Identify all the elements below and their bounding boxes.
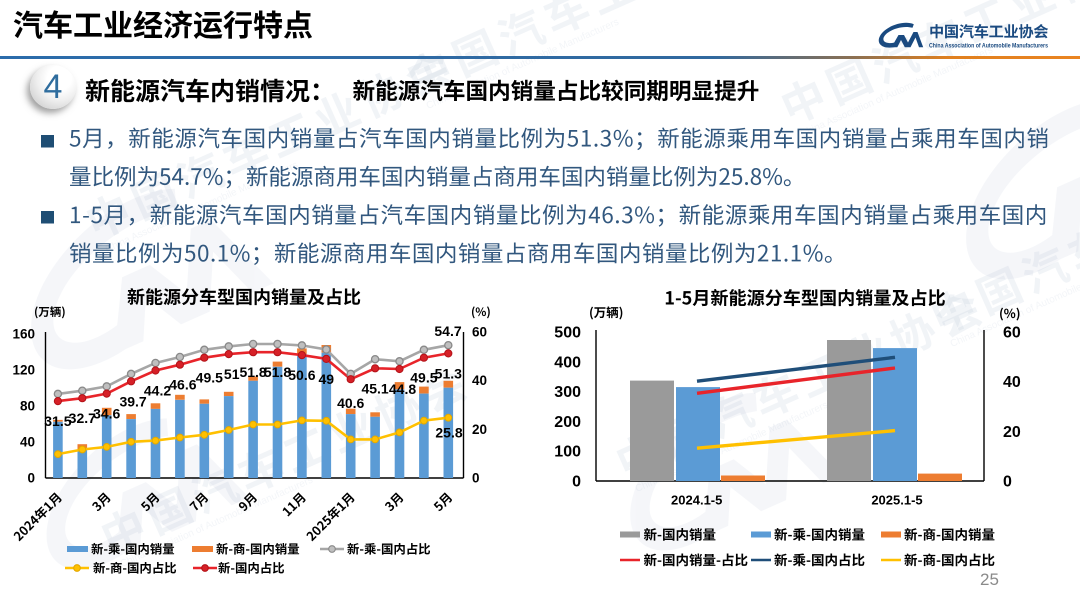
svg-text:45.1: 45.1 xyxy=(361,380,388,396)
svg-text:51.8: 51.8 xyxy=(264,364,291,380)
svg-text:300: 300 xyxy=(554,384,581,401)
svg-text:200: 200 xyxy=(554,414,581,431)
svg-text:0: 0 xyxy=(27,471,35,486)
svg-text:0: 0 xyxy=(472,471,480,486)
svg-text:20: 20 xyxy=(1003,424,1021,441)
svg-text:51.8: 51.8 xyxy=(239,364,266,380)
svg-text:49.5: 49.5 xyxy=(196,370,223,386)
svg-text:0: 0 xyxy=(1003,474,1012,491)
svg-text:160: 160 xyxy=(12,327,35,342)
svg-text:400: 400 xyxy=(554,354,581,371)
svg-text:40: 40 xyxy=(20,435,35,450)
svg-text:51: 51 xyxy=(224,366,240,382)
svg-text:49.5: 49.5 xyxy=(410,370,437,386)
svg-text:49: 49 xyxy=(319,371,335,387)
svg-text:2024.1-5: 2024.1-5 xyxy=(671,493,722,508)
svg-text:44.8: 44.8 xyxy=(389,381,416,397)
svg-text:51.3: 51.3 xyxy=(435,365,462,381)
svg-text:32.7: 32.7 xyxy=(69,410,96,426)
svg-text:46.6: 46.6 xyxy=(169,377,196,393)
svg-text:54.7: 54.7 xyxy=(434,323,461,339)
svg-text:39.7: 39.7 xyxy=(119,393,146,409)
svg-text:100: 100 xyxy=(554,444,581,461)
svg-text:44.2: 44.2 xyxy=(144,383,171,399)
svg-text:0: 0 xyxy=(572,474,581,491)
svg-text:34.6: 34.6 xyxy=(93,406,120,422)
svg-text:60: 60 xyxy=(1003,325,1021,342)
svg-text:60: 60 xyxy=(472,325,487,340)
svg-text:China Association of Automobil: China Association of Automobile Manufact… xyxy=(929,43,1048,50)
svg-text:80: 80 xyxy=(20,399,35,414)
svg-text:20: 20 xyxy=(472,422,487,437)
svg-text:31.5: 31.5 xyxy=(44,413,71,429)
svg-text:40.6: 40.6 xyxy=(337,395,364,411)
svg-text:25.8: 25.8 xyxy=(435,425,462,441)
svg-text:50.6: 50.6 xyxy=(288,367,315,383)
svg-text:500: 500 xyxy=(554,325,581,342)
svg-text:120: 120 xyxy=(12,363,35,378)
svg-text:40: 40 xyxy=(1003,374,1021,391)
svg-text:2025.1-5: 2025.1-5 xyxy=(871,493,922,508)
svg-text:40: 40 xyxy=(472,373,487,388)
